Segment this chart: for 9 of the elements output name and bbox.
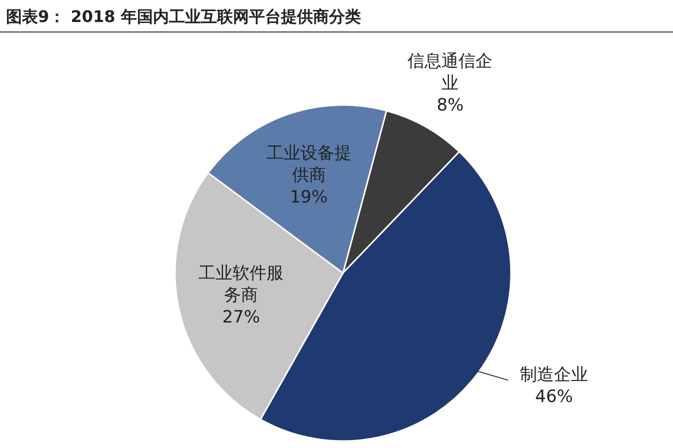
data-label: 19% [290,188,328,208]
data-label: 46% [535,387,573,408]
data-label: 8% [436,96,464,116]
chart-title: 图表9： 2018 年国内工业互联网平台提供商分类 [6,7,361,26]
data-label: 27% [222,308,260,328]
slice-label: 工业设备提供商 [266,144,352,186]
slice-label: 制造企业 [520,365,588,386]
slice-label: 信息通信企业 [408,52,493,94]
slice-label: 工业软件服务商 [198,264,284,306]
